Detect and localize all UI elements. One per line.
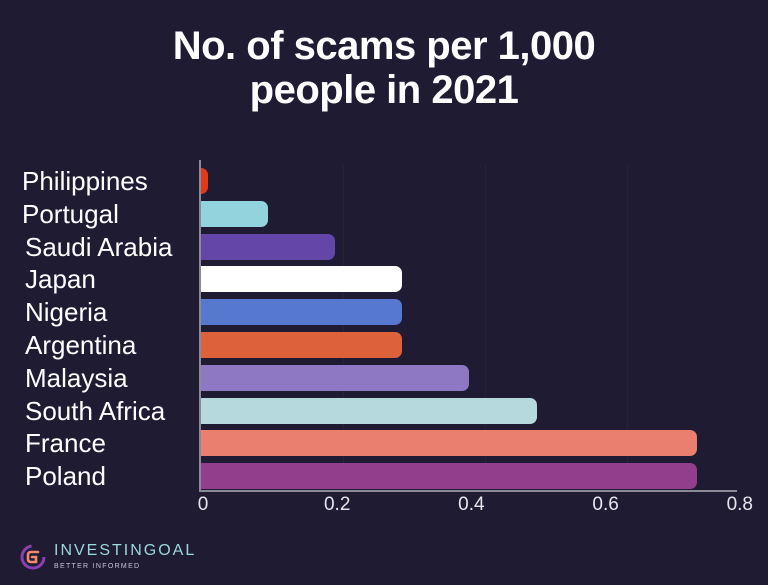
bar-row: France	[0, 428, 768, 459]
x-tick-label: 0.2	[323, 494, 351, 515]
brand-name: INVESTINGOAL	[54, 542, 197, 559]
bar	[201, 430, 697, 457]
bar-row: Argentina	[0, 330, 768, 360]
chart-title: No. of scams per 1,000 people in 2021	[0, 24, 768, 112]
bar	[201, 332, 403, 358]
bar-row: Japan	[0, 264, 768, 295]
category-label: Argentina	[25, 330, 137, 360]
x-tick-label: 0.8	[726, 494, 754, 515]
bar-row: Malaysia	[0, 362, 768, 393]
x-tick-label: 0	[197, 494, 209, 515]
gridline	[485, 165, 486, 490]
bar	[201, 266, 403, 293]
brand-logo: INVESTINGOAL BETTER INFORMED	[20, 542, 196, 572]
category-label: Malaysia	[25, 362, 128, 393]
bar	[201, 299, 403, 326]
y-axis-line	[199, 160, 201, 492]
category-label: Saudi Arabia	[25, 231, 173, 262]
bar	[201, 233, 336, 260]
category-label: Philippines	[22, 166, 148, 196]
chart-title-line-1: No. of scams per 1,000	[172, 24, 596, 68]
bar	[201, 200, 269, 227]
category-label: Portugal	[22, 198, 119, 229]
category-label: Japan	[25, 264, 96, 295]
category-label: South Africa	[25, 395, 166, 426]
gridline	[627, 165, 628, 490]
brand-tagline: BETTER INFORMED	[54, 563, 141, 570]
bar-row: Poland	[0, 461, 768, 492]
bar-row: Saudi Arabia	[0, 231, 768, 262]
x-tick-label: 0.4	[458, 494, 485, 515]
bar	[201, 364, 470, 391]
bar	[201, 168, 208, 194]
investingoal-logo-icon	[20, 544, 46, 570]
x-axis-line	[199, 490, 737, 492]
category-label: Poland	[25, 461, 106, 492]
gridline	[343, 165, 344, 490]
chart-title-line-2: people in 2021	[249, 68, 519, 112]
bar-row: Portugal	[0, 198, 768, 229]
bar-row: South Africa	[0, 395, 768, 426]
category-label: Nigeria	[25, 297, 108, 328]
bar	[201, 463, 697, 490]
bar	[201, 397, 537, 424]
bar-row: Philippines	[0, 166, 768, 196]
x-tick-label: 0.6	[592, 494, 619, 515]
bar-row: Nigeria	[0, 297, 768, 328]
category-label: France	[25, 428, 106, 459]
